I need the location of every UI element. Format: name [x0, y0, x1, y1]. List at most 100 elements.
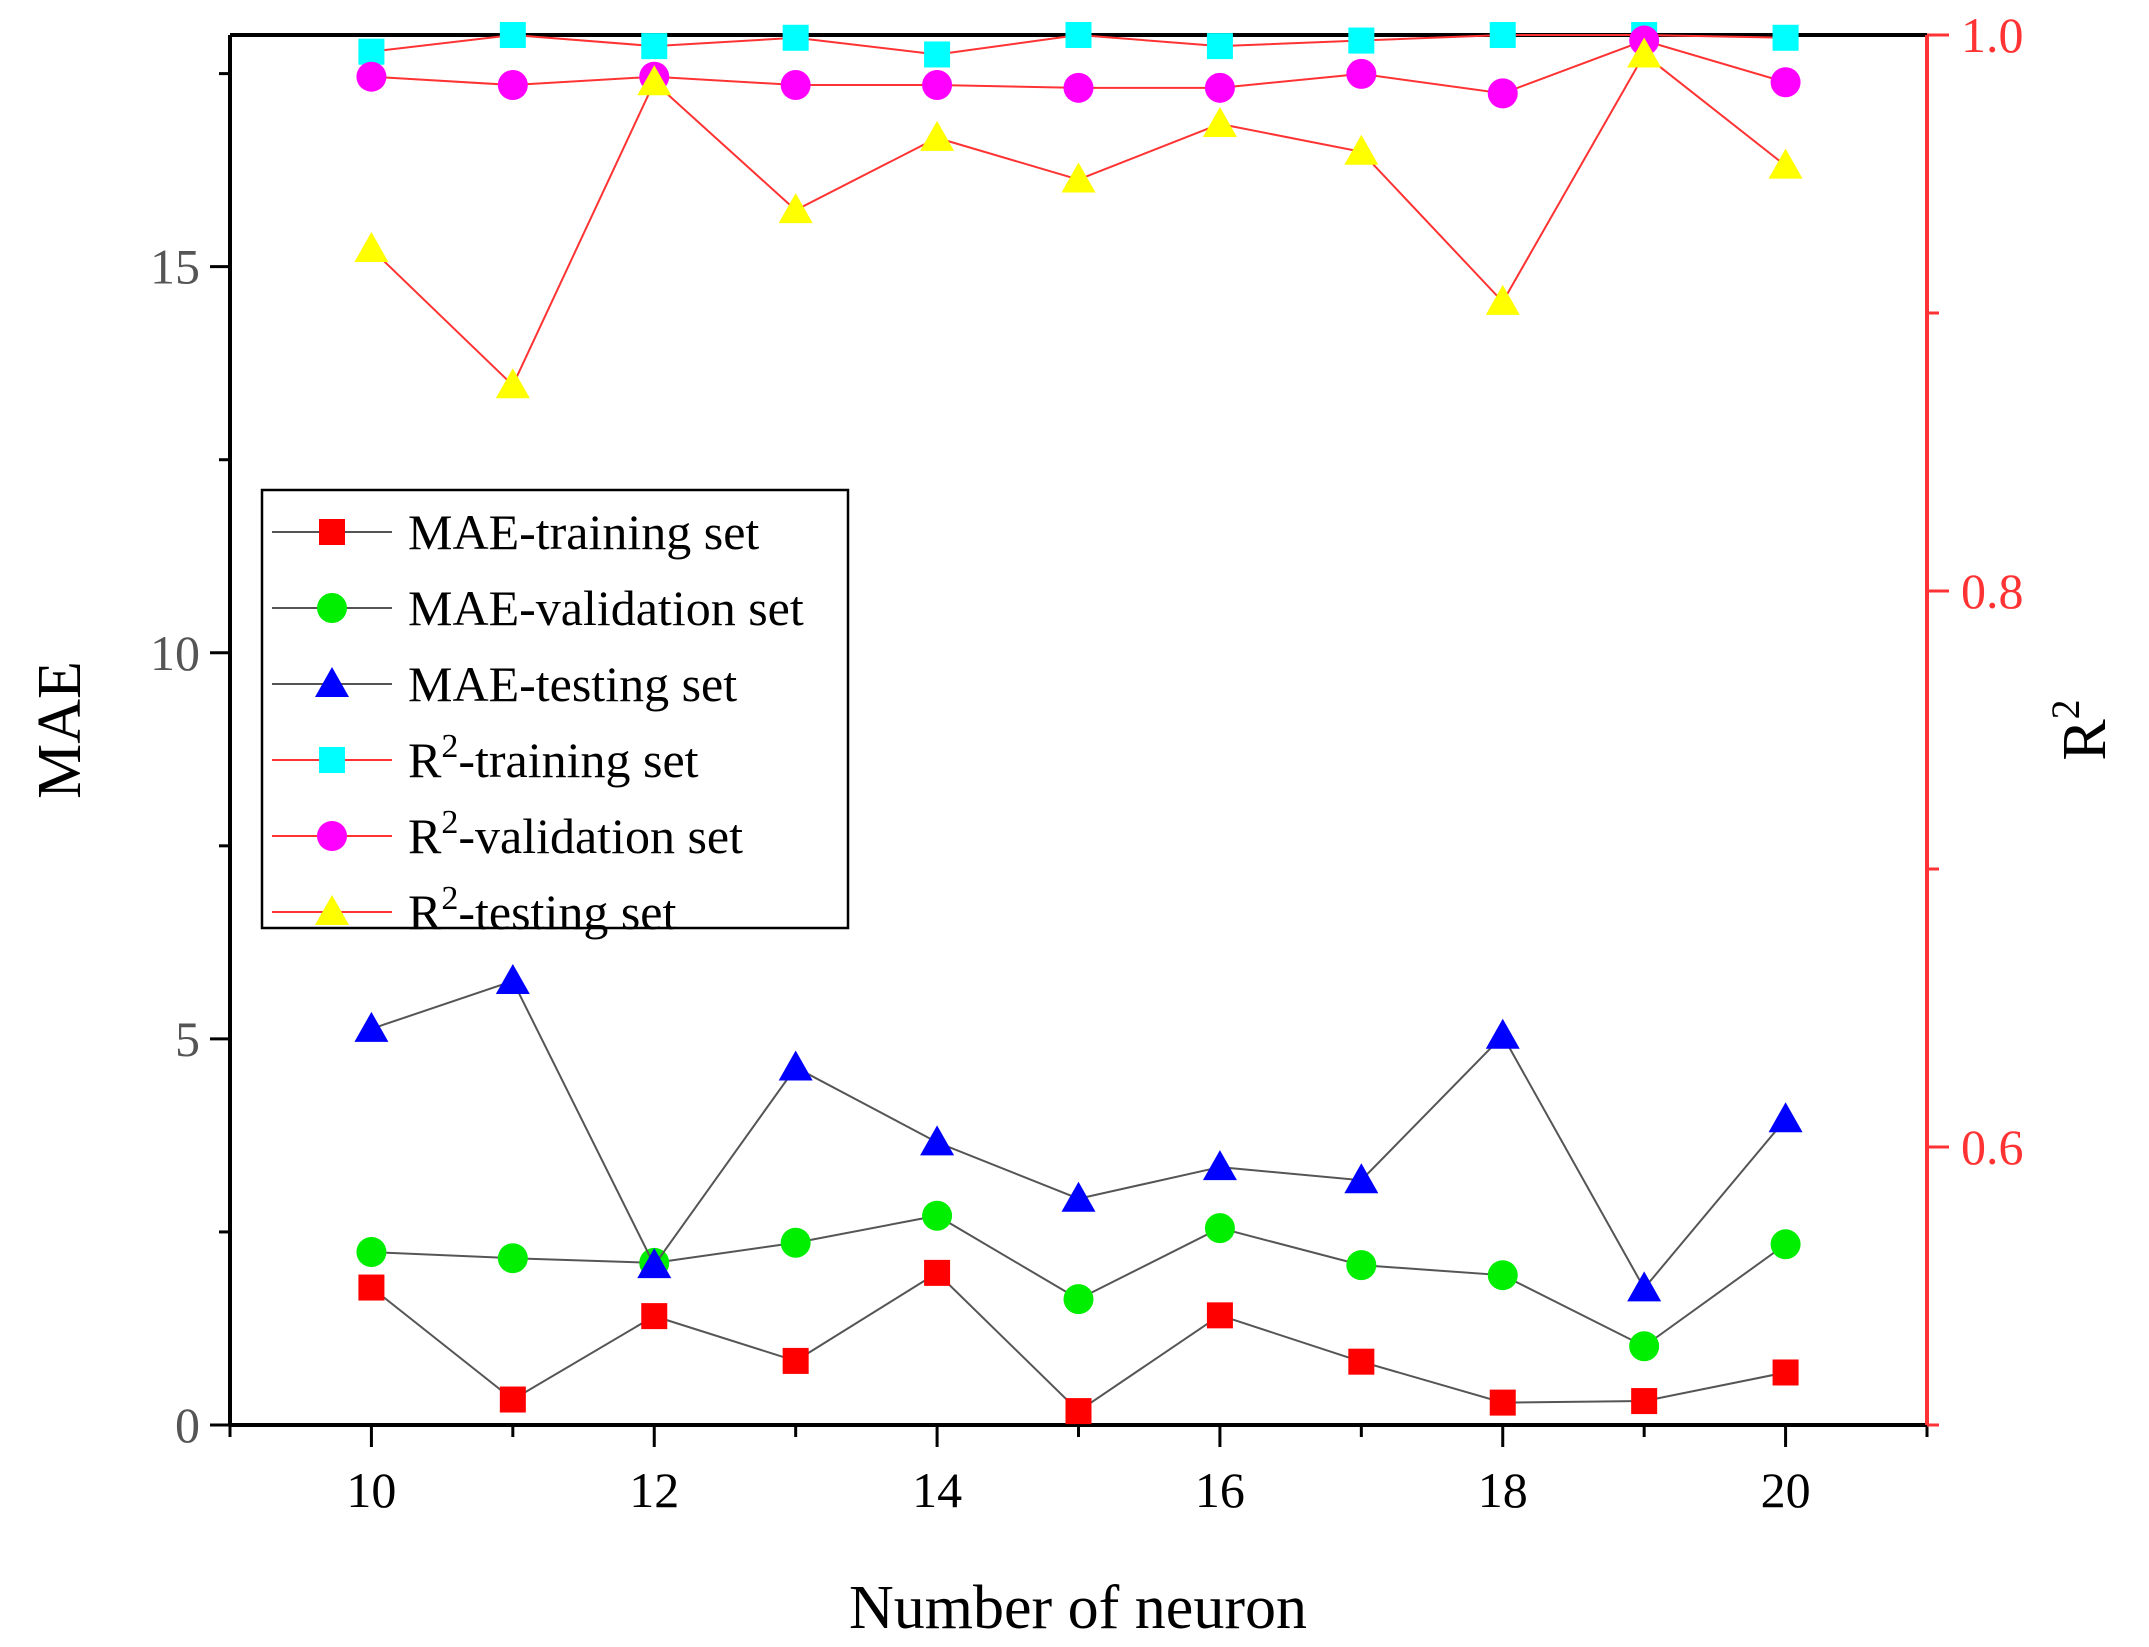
data-point-r2-testing-set	[1344, 134, 1379, 165]
legend-marker-r2-validation-set	[317, 821, 347, 851]
legend-label-sup: 2	[441, 880, 458, 917]
data-point-mae-validation-set	[922, 1200, 953, 1231]
right-tick-label: 0.6	[1961, 1119, 2024, 1175]
right-axis-title: R2	[2043, 699, 2119, 760]
left-tick-label: 10	[150, 625, 200, 681]
legend-label-main: R	[408, 808, 442, 864]
x-tick-label: 12	[629, 1462, 679, 1518]
series-mae-testing-set	[354, 963, 1803, 1302]
data-point-r2-validation-set	[1487, 78, 1518, 109]
data-point-mae-validation-set	[497, 1243, 528, 1274]
data-point-mae-testing-set	[1202, 1150, 1237, 1181]
data-point-r2-validation-set	[497, 70, 528, 101]
legend-label-rest: -validation set	[458, 808, 743, 864]
legend-label-rest: -training set	[458, 732, 698, 788]
data-point-mae-testing-set	[920, 1125, 955, 1156]
data-point-r2-training-set	[1065, 22, 1092, 48]
legend-label-sup: 2	[441, 804, 458, 841]
legend-label-mae-validation-set: MAE-validation set	[408, 580, 804, 636]
x-axis-title: Number of neuron	[849, 1574, 1307, 1642]
data-point-mae-validation-set	[780, 1227, 811, 1258]
x-axis-ticks: 10 12 14 16 18 20	[228, 1425, 1929, 1518]
series-r2-training-set	[358, 22, 1799, 68]
x-tick-label: 14	[912, 1462, 962, 1518]
data-point-r2-testing-set	[637, 65, 672, 96]
data-point-r2-validation-set	[1770, 67, 1801, 98]
data-point-r2-testing-set	[1627, 37, 1662, 68]
data-point-mae-testing-set	[778, 1050, 813, 1081]
legend-marker-r2-training-set	[319, 747, 345, 773]
series-line-mae-testing-set	[371, 979, 1787, 1291]
x-tick-label: 18	[1478, 1462, 1528, 1518]
data-point-mae-testing-set	[1768, 1102, 1803, 1133]
data-point-mae-training-set	[924, 1259, 951, 1286]
data-point-mae-training-set	[782, 1347, 809, 1374]
data-point-mae-training-set	[1065, 1398, 1092, 1425]
legend-label-main: MAE-validation set	[408, 580, 804, 636]
right-tick-label: 0.8	[1961, 563, 2024, 619]
data-point-r2-training-set	[358, 38, 385, 65]
data-point-mae-training-set	[499, 1386, 526, 1413]
data-point-mae-training-set	[641, 1303, 668, 1330]
right-axis-ticks: 0.6 0.8 1.0	[1927, 7, 2024, 1427]
data-point-r2-validation-set	[1346, 58, 1377, 89]
legend-box	[260, 488, 850, 930]
data-point-mae-testing-set	[637, 1248, 672, 1279]
data-point-r2-validation-set	[1063, 72, 1094, 103]
data-point-r2-testing-set	[1202, 106, 1237, 137]
data-point-mae-training-set	[1489, 1389, 1516, 1416]
data-point-mae-training-set	[1772, 1359, 1799, 1386]
data-point-r2-testing-set	[920, 120, 955, 151]
data-point-r2-testing-set	[778, 193, 813, 224]
data-point-mae-validation-set	[1487, 1260, 1518, 1291]
data-point-r2-validation-set	[356, 61, 387, 92]
series-r2-testing-set	[354, 37, 1803, 399]
data-point-mae-testing-set	[1344, 1163, 1379, 1194]
legend-label-r2-validation-set: R2-validation set	[408, 804, 743, 864]
legend-marker-mae-testing-set	[315, 667, 349, 697]
data-point-r2-training-set	[782, 24, 809, 51]
legend-label-mae-testing-set: MAE-testing set	[408, 656, 737, 712]
series-line-r2-testing-set	[370, 52, 1787, 387]
data-point-mae-testing-set	[1627, 1271, 1662, 1302]
data-point-mae-testing-set	[495, 963, 530, 994]
legend-marker-mae-validation-set	[317, 593, 347, 623]
data-point-r2-training-set	[1348, 27, 1375, 54]
data-point-r2-training-set	[641, 33, 668, 60]
data-point-mae-training-set	[1631, 1388, 1658, 1415]
data-point-r2-training-set	[1489, 22, 1516, 48]
series-mae-training-set	[358, 1259, 1799, 1425]
x-tick-label: 20	[1761, 1462, 1811, 1518]
data-point-mae-training-set	[358, 1274, 385, 1301]
left-tick-label: 15	[150, 239, 200, 295]
x-tick-label: 10	[346, 1462, 396, 1518]
data-point-mae-validation-set	[1629, 1331, 1660, 1362]
legend-label-main: MAE-training set	[408, 504, 759, 560]
legend-label-main: MAE-testing set	[408, 656, 737, 712]
right-axis-title-sup: 2	[2043, 699, 2088, 719]
data-point-mae-validation-set	[1063, 1284, 1094, 1315]
right-axis-title-base: R	[2051, 719, 2119, 761]
left-axis-ticks: 0 5 10 15	[150, 72, 230, 1453]
data-point-r2-validation-set	[780, 70, 811, 101]
data-point-mae-training-set	[1206, 1302, 1233, 1329]
data-point-r2-testing-set	[1485, 284, 1520, 315]
series-mae-validation-set	[356, 1200, 1801, 1362]
legend-label-mae-training-set: MAE-training set	[408, 504, 759, 560]
data-point-r2-validation-set	[922, 70, 953, 101]
data-point-mae-testing-set	[1485, 1018, 1520, 1049]
data-point-r2-testing-set	[1768, 148, 1803, 179]
series-line-mae-validation-set	[371, 1214, 1787, 1348]
data-point-r2-testing-set	[354, 232, 389, 263]
data-point-r2-training-set	[924, 41, 951, 68]
data-point-mae-validation-set	[1770, 1229, 1801, 1260]
data-point-mae-testing-set	[1061, 1181, 1096, 1212]
series-r2-validation-set	[356, 25, 1801, 109]
legend-label-main: R	[408, 884, 442, 940]
left-tick-label: 5	[175, 1011, 200, 1067]
left-axis-title: MAE	[26, 661, 94, 799]
legend-label-main: R	[408, 732, 442, 788]
data-point-r2-validation-set	[1204, 72, 1235, 103]
data-point-mae-training-set	[1348, 1348, 1375, 1375]
